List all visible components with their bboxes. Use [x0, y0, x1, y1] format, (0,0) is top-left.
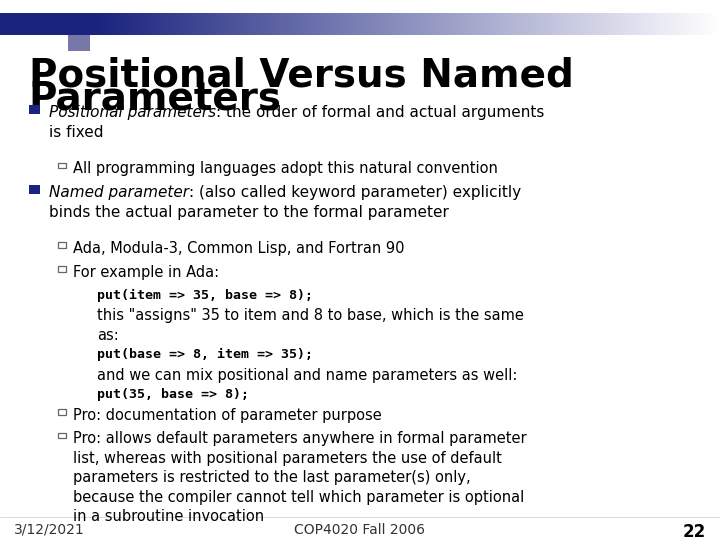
Text: put(item => 35, base => 8);: put(item => 35, base => 8);: [97, 289, 313, 302]
Text: 3/12/2021: 3/12/2021: [14, 523, 85, 537]
Text: Pro: allows default parameters anywhere in formal parameter: Pro: allows default parameters anywhere …: [73, 431, 527, 447]
Bar: [58, 242, 66, 248]
Text: binds the actual parameter to the formal parameter: binds the actual parameter to the formal…: [49, 205, 449, 220]
Text: parameters is restricted to the last parameter(s) only,: parameters is restricted to the last par…: [73, 470, 471, 485]
Text: because the compiler cannot tell which parameter is optional: because the compiler cannot tell which p…: [73, 490, 525, 505]
Bar: [68, 35, 90, 51]
Text: For example in Ada:: For example in Ada:: [73, 265, 220, 280]
Text: : the order of formal and actual arguments: : the order of formal and actual argumen…: [216, 105, 544, 120]
Text: and we can mix positional and name parameters as well:: and we can mix positional and name param…: [97, 368, 518, 383]
Text: this "assigns" 35 to item and 8 to base, which is the same: this "assigns" 35 to item and 8 to base,…: [97, 308, 524, 323]
Text: is fixed: is fixed: [49, 125, 104, 140]
Text: Named parameter: Named parameter: [49, 185, 189, 200]
Text: list, whereas with positional parameters the use of default: list, whereas with positional parameters…: [73, 451, 503, 466]
Text: : (also called keyword parameter) explicitly: : (also called keyword parameter) explic…: [189, 185, 521, 200]
Text: Positional Versus Named: Positional Versus Named: [29, 57, 574, 94]
Text: Parameters: Parameters: [29, 80, 282, 118]
Text: Positional parameters: Positional parameters: [49, 105, 216, 120]
Bar: [58, 163, 66, 168]
Text: COP4020 Fall 2006: COP4020 Fall 2006: [294, 523, 426, 537]
Bar: [29, 105, 40, 114]
Text: Ada, Modula-3, Common Lisp, and Fortran 90: Ada, Modula-3, Common Lisp, and Fortran …: [73, 241, 405, 256]
Text: as:: as:: [97, 328, 119, 343]
Text: put(base => 8, item => 35);: put(base => 8, item => 35);: [97, 348, 313, 361]
Bar: [58, 433, 66, 438]
Text: Pro: documentation of parameter purpose: Pro: documentation of parameter purpose: [73, 408, 382, 423]
Text: put(35, base => 8);: put(35, base => 8);: [97, 388, 249, 401]
Text: in a subroutine invocation: in a subroutine invocation: [73, 509, 264, 524]
Bar: [0, 14, 97, 35]
Bar: [58, 266, 66, 272]
Text: All programming languages adopt this natural convention: All programming languages adopt this nat…: [73, 161, 498, 177]
Bar: [58, 409, 66, 415]
Text: 22: 22: [683, 523, 706, 540]
Bar: [29, 185, 40, 194]
